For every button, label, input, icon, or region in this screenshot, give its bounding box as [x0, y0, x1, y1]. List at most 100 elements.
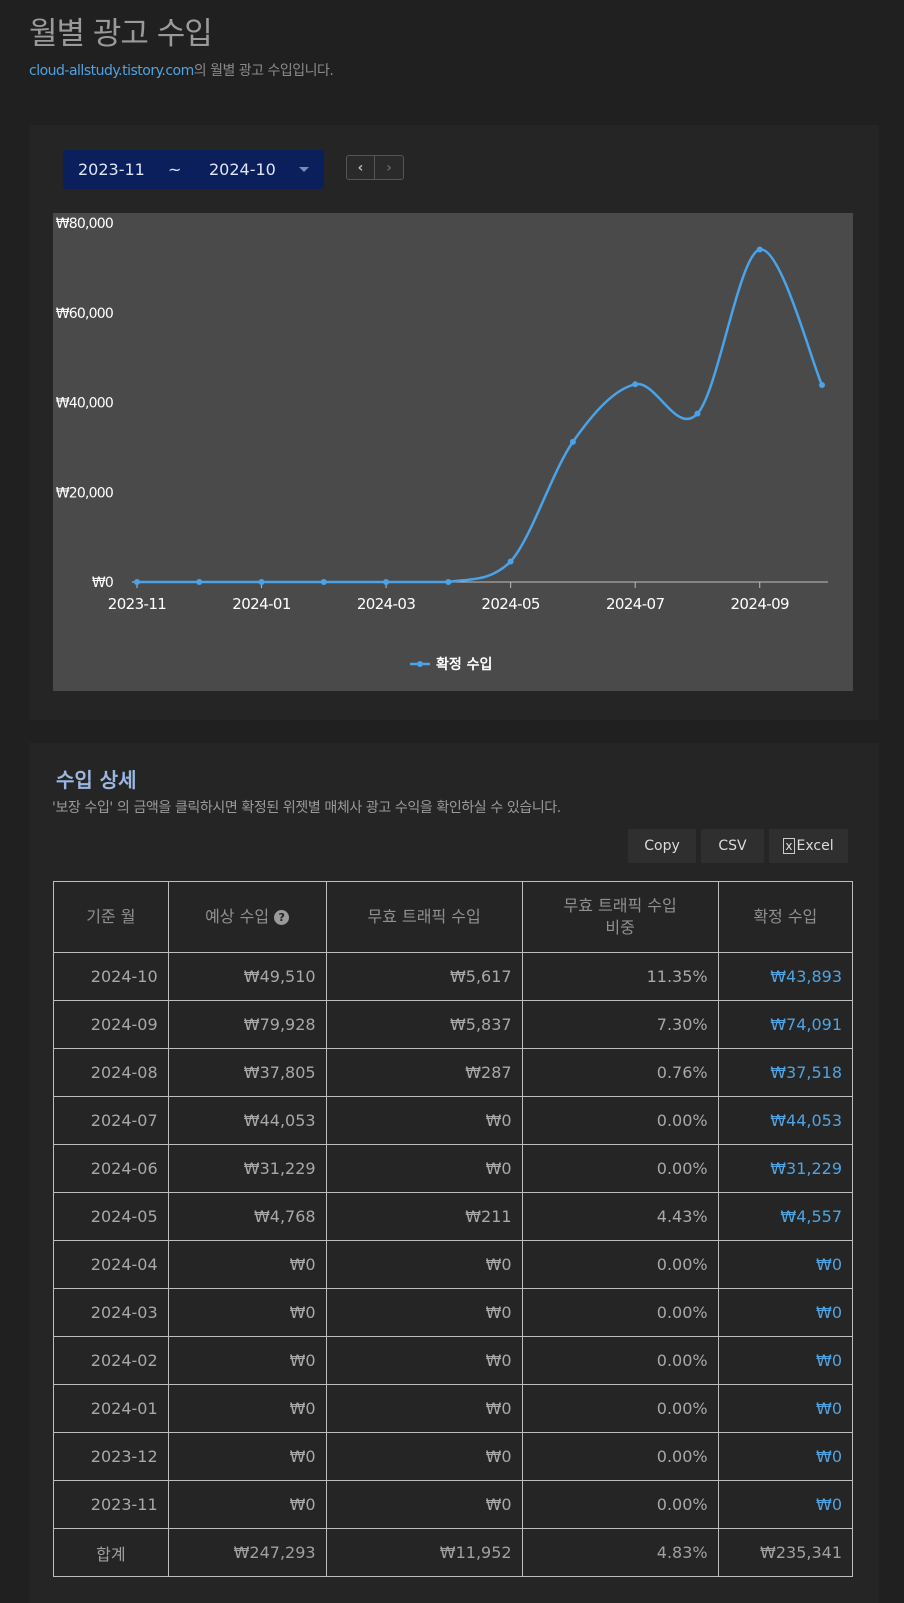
- table-total-row: 합계 ₩247,293 ₩11,952 4.83% ₩235,341: [53, 1528, 854, 1577]
- data-point: [383, 579, 390, 585]
- cell-invalid-ratio: 11.35%: [521, 952, 719, 1001]
- cell-invalid-ratio: 0.00%: [521, 1480, 719, 1529]
- cell-confirmed[interactable]: ₩0: [717, 1240, 854, 1289]
- cell-confirmed[interactable]: ₩43,893: [717, 952, 854, 1001]
- blog-link[interactable]: cloud-allstudy.tistory.com: [29, 63, 194, 79]
- chevron-left-icon[interactable]: ‹: [346, 155, 375, 180]
- table-row: 2024-02 ₩0 ₩0 0.00% ₩0: [53, 1336, 854, 1385]
- data-point: [694, 410, 701, 417]
- cell-expected: ₩0: [167, 1432, 327, 1481]
- cell-confirmed[interactable]: ₩0: [717, 1336, 854, 1385]
- col-header-invalid[interactable]: 무효 트래픽 수입: [325, 881, 523, 953]
- table-row: 2024-06 ₩31,229 ₩0 0.00% ₩31,229: [53, 1144, 854, 1193]
- cell-month: 2024-03: [53, 1288, 169, 1337]
- data-point: [819, 382, 825, 389]
- y-tick-label: ₩60,000: [56, 306, 113, 322]
- cell-confirmed[interactable]: ₩0: [717, 1432, 854, 1481]
- page-title: 월별 광고 수입: [29, 16, 213, 52]
- caret-down-icon: [299, 167, 309, 172]
- revenue-chart: ₩0 ₩20,000 ₩40,000 ₩60,000 ₩80,000 2023-11 202…: [53, 213, 853, 691]
- cell-month: 2024-07: [53, 1096, 169, 1145]
- cell-month: 2023-12: [53, 1432, 169, 1481]
- excel-file-icon: x: [783, 838, 795, 854]
- cell-invalid: ₩5,617: [325, 952, 523, 1001]
- cell-invalid-ratio: 0.00%: [521, 1432, 719, 1481]
- col-header-invalid-ratio[interactable]: 무효 트래픽 수입 비중: [521, 881, 719, 953]
- copy-button[interactable]: Copy: [628, 829, 696, 863]
- cell-expected: ₩4,768: [167, 1192, 327, 1241]
- cell-expected: ₩0: [167, 1240, 327, 1289]
- col-header-confirmed[interactable]: 확정 수입: [717, 881, 854, 953]
- cell-invalid: ₩5,837: [325, 1000, 523, 1049]
- cell-month: 2023-11: [53, 1480, 169, 1529]
- cell-confirmed[interactable]: ₩44,053: [717, 1096, 854, 1145]
- date-separator: ~: [168, 160, 182, 179]
- date-to: 2024-10: [209, 160, 276, 179]
- cell-confirmed[interactable]: ₩74,091: [717, 1000, 854, 1049]
- cell-confirmed[interactable]: ₩31,229: [717, 1144, 854, 1193]
- cell-month: 2024-04: [53, 1240, 169, 1289]
- cell-confirmed[interactable]: ₩0: [717, 1480, 854, 1529]
- cell-expected: ₩0: [167, 1480, 327, 1529]
- cell-invalid: ₩287: [325, 1048, 523, 1097]
- table-row: 2024-07 ₩44,053 ₩0 0.00% ₩44,053: [53, 1096, 854, 1145]
- x-tick-label: 2023-11: [108, 595, 167, 613]
- data-point: [632, 381, 639, 388]
- cell-invalid-ratio: 0.00%: [521, 1096, 719, 1145]
- cell-invalid-ratio: 0.00%: [521, 1288, 719, 1337]
- chevron-right-icon[interactable]: ›: [375, 155, 404, 180]
- cell-confirmed[interactable]: ₩37,518: [717, 1048, 854, 1097]
- cell-confirmed[interactable]: ₩4,557: [717, 1192, 854, 1241]
- cell-invalid: ₩0: [325, 1096, 523, 1145]
- detail-title: 수입 상세: [56, 768, 137, 792]
- table-row: 2024-09 ₩79,928 ₩5,837 7.30% ₩74,091: [53, 1000, 854, 1049]
- cell-invalid-ratio: 0.00%: [521, 1336, 719, 1385]
- cell-expected: ₩49,510: [167, 952, 327, 1001]
- table-row: 2024-04 ₩0 ₩0 0.00% ₩0: [53, 1240, 854, 1289]
- data-point: [258, 579, 265, 585]
- cell-month: 2024-02: [53, 1336, 169, 1385]
- date-range-picker[interactable]: 2023-11 ~ 2024-10: [63, 150, 324, 189]
- x-tick-label: 2024-07: [606, 595, 665, 613]
- table-row: 2024-10 ₩49,510 ₩5,617 11.35% ₩43,893: [53, 952, 854, 1001]
- cell-invalid-ratio: 4.43%: [521, 1192, 719, 1241]
- revenue-detail-table: 기준 월 예상 수입 ? 무효 트래픽 수입 무효 트래픽 수입 비중 확정 수…: [53, 881, 854, 1577]
- table-row: 2024-03 ₩0 ₩0 0.00% ₩0: [53, 1288, 854, 1337]
- cell-expected: ₩0: [167, 1288, 327, 1337]
- cell-confirmed[interactable]: ₩0: [717, 1288, 854, 1337]
- x-tick-label: 2024-01: [232, 595, 291, 613]
- col-header-month[interactable]: 기준 월: [53, 881, 169, 953]
- data-point: [196, 579, 203, 585]
- cell-expected: ₩31,229: [167, 1144, 327, 1193]
- data-point: [756, 246, 763, 253]
- cell-month: 2024-09: [53, 1000, 169, 1049]
- help-icon[interactable]: ?: [274, 910, 290, 925]
- table-row: 2024-08 ₩37,805 ₩287 0.76% ₩37,518: [53, 1048, 854, 1097]
- total-invalid-ratio: 4.83%: [521, 1528, 719, 1577]
- table-header-row: 기준 월 예상 수입 ? 무효 트래픽 수입 무효 트래픽 수입 비중 확정 수…: [53, 881, 854, 953]
- col-header-expected-label: 예상 수입: [205, 907, 270, 926]
- table-row: 2023-11 ₩0 ₩0 0.00% ₩0: [53, 1480, 854, 1529]
- subtitle-text: 의 월별 광고 수입입니다.: [193, 63, 334, 79]
- series-line: [137, 248, 824, 584]
- y-tick-label: ₩20,000: [56, 485, 113, 501]
- cell-invalid-ratio: 0.00%: [521, 1240, 719, 1289]
- y-tick-label: ₩80,000: [56, 216, 113, 232]
- x-tick-label: 2024-09: [730, 595, 789, 613]
- legend-label: 확정 수입: [436, 656, 492, 673]
- cell-month: 2024-06: [53, 1144, 169, 1193]
- col-header-expected[interactable]: 예상 수입 ?: [167, 881, 327, 953]
- date-from: 2023-11: [78, 160, 145, 179]
- total-label: 합계: [53, 1528, 169, 1577]
- excel-label: Excel: [796, 838, 834, 854]
- y-tick-label: ₩0: [92, 575, 113, 591]
- legend-marker: [417, 661, 423, 667]
- cell-expected: ₩0: [167, 1336, 327, 1385]
- cell-month: 2024-10: [53, 952, 169, 1001]
- cell-invalid: ₩0: [325, 1144, 523, 1193]
- revenue-chart-svg: ₩0 ₩20,000 ₩40,000 ₩60,000 ₩80,000 2023-11 202…: [56, 216, 828, 673]
- excel-button[interactable]: x Excel: [769, 829, 848, 863]
- y-tick-label: ₩40,000: [56, 396, 113, 412]
- cell-confirmed[interactable]: ₩0: [717, 1384, 854, 1433]
- csv-button[interactable]: CSV: [701, 829, 764, 863]
